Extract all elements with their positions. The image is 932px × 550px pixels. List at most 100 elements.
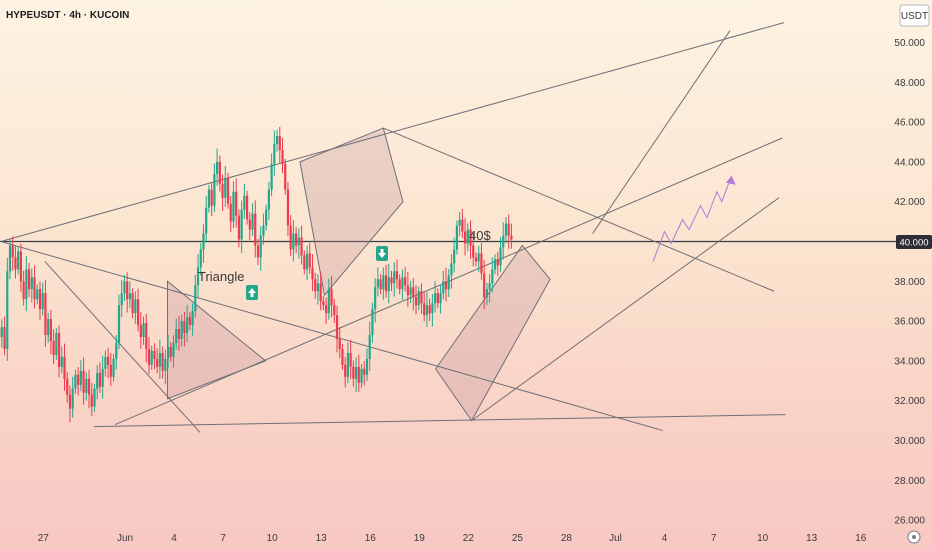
candle-body — [112, 358, 115, 377]
eye-icon[interactable] — [907, 530, 921, 544]
candle-body — [374, 287, 377, 310]
candle-body — [175, 329, 178, 343]
candle-body — [352, 366, 355, 379]
candle-body — [450, 263, 453, 276]
candle-body — [85, 378, 88, 393]
candle-body — [270, 163, 273, 190]
candle-body — [485, 289, 488, 298]
candle-body — [172, 342, 175, 357]
candle-body — [469, 229, 472, 246]
candle-body — [82, 370, 85, 393]
candle-body — [275, 136, 279, 144]
candle-body — [349, 352, 352, 367]
candle-body — [360, 368, 363, 383]
candle-body — [96, 372, 99, 389]
candle-body — [338, 339, 341, 349]
candle-body — [390, 277, 393, 284]
candle-body — [87, 378, 91, 395]
currency-badge[interactable]: USDT — [899, 4, 930, 27]
candle-body — [156, 358, 159, 367]
candle-body — [504, 223, 508, 236]
candle-body — [447, 275, 450, 290]
candle-body — [262, 225, 265, 236]
candle-body — [14, 257, 17, 270]
price-tick-label: 32.000 — [894, 396, 925, 407]
time-tick-label: Jul — [609, 533, 622, 544]
candle-body — [398, 279, 401, 290]
candle-body — [425, 305, 429, 316]
candle-body — [126, 281, 129, 300]
price-tick-label: 30.000 — [894, 436, 925, 447]
candle-body — [243, 195, 246, 210]
candle-body — [191, 311, 194, 326]
candle-body — [49, 319, 52, 341]
candle-body — [305, 253, 309, 270]
currency-badge-label: USDT — [901, 11, 928, 22]
drawing-layer — [0, 22, 896, 433]
candle-body — [41, 293, 44, 310]
candle-body — [254, 213, 257, 246]
time-tick-label: 7 — [711, 533, 717, 544]
candle-body — [134, 299, 137, 314]
breakout-up-marker — [246, 285, 258, 300]
candle-body — [480, 253, 483, 274]
candle-body — [502, 235, 505, 248]
candle-body — [491, 269, 494, 284]
candles-layer — [0, 126, 513, 422]
candle-body — [510, 235, 513, 240]
candle-body — [455, 225, 459, 250]
candle-body — [11, 245, 14, 258]
bull-flag-pattern — [435, 244, 551, 422]
candle-body — [104, 356, 107, 369]
candle-body — [115, 342, 118, 359]
candle-body — [303, 255, 306, 270]
candle-body — [371, 309, 374, 336]
candle-body — [19, 251, 23, 282]
candle-body — [77, 374, 80, 385]
price-tick-label: 42.000 — [894, 197, 925, 208]
candle-body — [248, 219, 251, 230]
candle-body — [363, 368, 366, 375]
candle-body — [240, 209, 243, 240]
price-tick-label: 28.000 — [894, 476, 925, 487]
current-price-label: 40.000 — [899, 238, 928, 249]
candle-body — [292, 233, 295, 250]
candle-body — [164, 358, 167, 371]
base-support-line — [93, 414, 786, 428]
price-tick-label: 48.000 — [894, 78, 925, 89]
time-tick-label: 4 — [171, 533, 177, 544]
candle-body — [90, 394, 93, 407]
candle-body — [256, 245, 260, 258]
candle-body — [186, 317, 189, 334]
candle-body — [286, 189, 290, 226]
time-tick-label: 10 — [757, 533, 769, 544]
candle-body — [205, 207, 208, 234]
candle-body — [177, 329, 181, 340]
time-tick-label: 10 — [267, 533, 279, 544]
candle-body — [308, 253, 311, 268]
candle-body — [17, 251, 20, 270]
candle-body — [384, 275, 388, 292]
time-axis[interactable]: 27 Jun 4 7 10 13 16 19 22 25 28 Jul 4 7 10 13 16 — [38, 533, 867, 544]
price-tick-label: 50.000 — [894, 38, 925, 49]
candle-body — [295, 233, 298, 246]
candle-body — [439, 293, 442, 304]
candle-body — [387, 277, 390, 292]
time-tick-label: 13 — [806, 533, 818, 544]
candle-body — [507, 223, 510, 236]
price-axis[interactable]: 26.000 28.000 30.000 32.000 34.000 36.000 38.0… — [894, 38, 925, 527]
candle-body — [30, 277, 33, 290]
candle-body — [221, 183, 224, 198]
candle-body — [477, 253, 480, 262]
candle-body — [27, 269, 31, 290]
candle-body — [158, 352, 161, 367]
candle-body — [47, 319, 50, 336]
candle-body — [0, 327, 3, 338]
candle-body — [74, 374, 77, 389]
time-tick-label: 7 — [220, 533, 226, 544]
time-tick-label: 16 — [855, 533, 867, 544]
candle-body — [57, 333, 61, 367]
price-tick-label: 26.000 — [894, 516, 925, 527]
